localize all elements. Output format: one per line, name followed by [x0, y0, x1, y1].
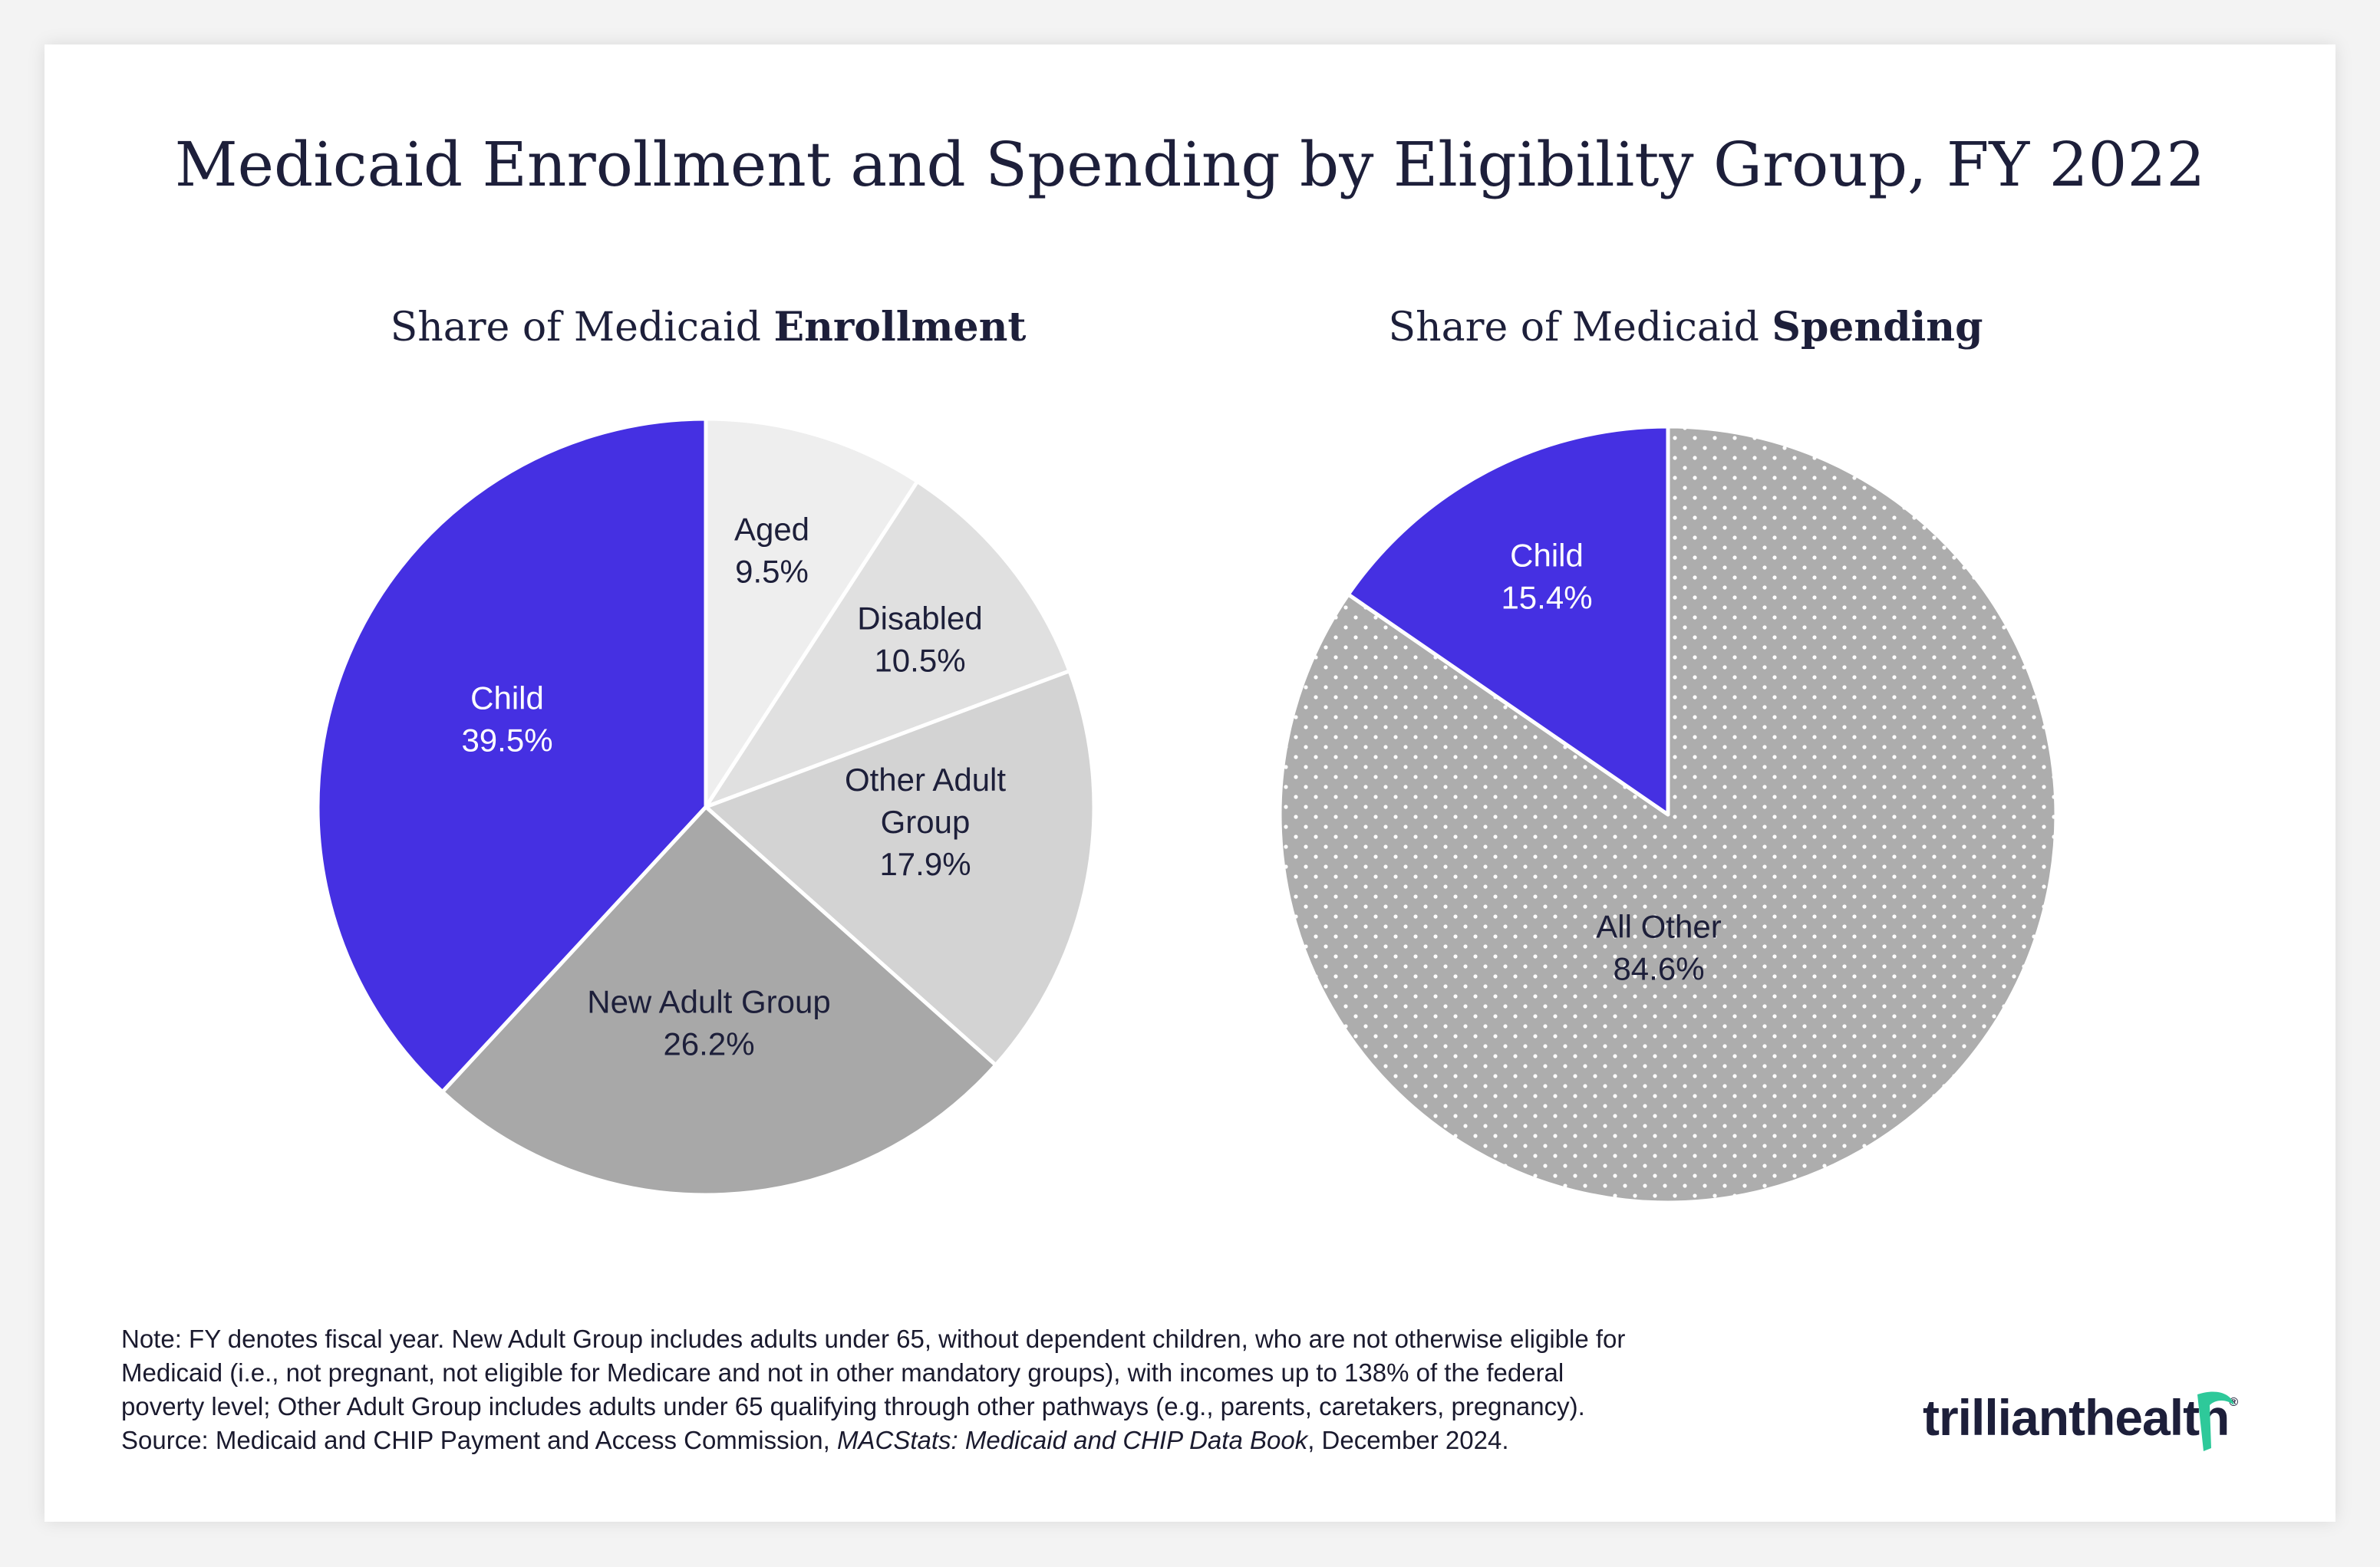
source-suffix: , December 2024. [1307, 1426, 1509, 1454]
spending-title-bold: Spending [1772, 304, 1983, 351]
spending-label-child: Child 15.4% [1501, 538, 1592, 616]
spending-name-child: Child [1510, 538, 1584, 574]
source-title: MACStats: Medicaid and CHIP Data Book [836, 1426, 1308, 1454]
note-line: poverty level; Other Adult Group include… [121, 1392, 1585, 1421]
enrollment-slice-new-adult-group [440, 805, 998, 1197]
enrollment-name-new-adult-group: New Adult Group [587, 984, 831, 1020]
footnote: Note: FY denotes fiscal year. New Adult … [121, 1322, 1963, 1457]
enrollment-title-prefix: Share of Medicaid [390, 305, 774, 351]
enrollment-value-other-adult-group: 17.9% [879, 846, 971, 882]
source-line: Source: Medicaid and CHIP Payment and Ac… [121, 1424, 1963, 1457]
enrollment-slice-aged [704, 416, 920, 809]
spending-label-all-other: All Other 84.6% [1596, 909, 1721, 987]
enrollment-name-other-adult-group: Group [881, 804, 971, 840]
enrollment-label-child: Child 39.5% [461, 680, 552, 759]
chart-card: Medicaid Enrollment and Spending by Elig… [45, 44, 2335, 1522]
note-line: Medicaid (i.e., not pregnant, not eligib… [121, 1358, 1564, 1387]
enrollment-value-new-adult-group: 26.2% [663, 1026, 754, 1062]
enrollment-label-new-adult-group: New Adult Group 26.2% [587, 984, 831, 1062]
trilliant-health-logo: trillianthealth® [1923, 1388, 2238, 1457]
chart-title: Medicaid Enrollment and Spending by Elig… [174, 129, 2206, 200]
enrollment-value-disabled: 10.5% [874, 643, 965, 679]
note-line: Note: FY denotes fiscal year. New Adult … [121, 1325, 1626, 1353]
logo-swoosh-icon [2197, 1391, 2234, 1451]
enrollment-slice-disabled [704, 479, 1072, 809]
enrollment-name-other-adult-group: Other Adult [845, 762, 1006, 798]
enrollment-value-child: 39.5% [461, 723, 552, 759]
enrollment-label-disabled: Disabled 10.5% [857, 601, 982, 679]
logo-registered: ® [2229, 1396, 2238, 1409]
enrollment-label-aged: Aged 9.5% [734, 512, 809, 590]
spending-title-prefix: Share of Medicaid [1388, 305, 1772, 351]
enrollment-label-other-adult-group: Other Adult Group 17.9% [845, 762, 1006, 882]
spending-slice-child [1346, 424, 1670, 817]
spending-pie-title: Share of Medicaid Spending [1264, 304, 2108, 351]
enrollment-value-aged: 9.5% [735, 554, 809, 590]
enrollment-slice-child [315, 416, 708, 1095]
enrollment-name-aged: Aged [734, 512, 809, 548]
enrollment-name-child: Child [470, 680, 544, 716]
spending-pie: All Other 84.6% Child 15.4% [1277, 424, 2059, 1205]
enrollment-pie-title: Share of Medicaid Enrollment [286, 304, 1130, 351]
enrollment-pie: Aged 9.5% Disabled 10.5% Other Adult Group 17.… [315, 416, 1096, 1197]
spending-value-all-other: 84.6% [1613, 951, 1704, 987]
source-prefix: Source: Medicaid and CHIP Payment and Ac… [121, 1426, 837, 1454]
enrollment-name-disabled: Disabled [857, 601, 982, 637]
logo-text-trilliant: trilliant [1923, 1389, 2085, 1446]
spending-value-child: 15.4% [1501, 580, 1592, 616]
enrollment-title-bold: Enrollment [773, 304, 1027, 351]
pie-charts: Aged 9.5% Disabled 10.5% Other Adult Group 17.… [315, 416, 2059, 1205]
spending-name-all-other: All Other [1596, 909, 1721, 945]
enrollment-slice-other-adult-group [704, 669, 1096, 1068]
